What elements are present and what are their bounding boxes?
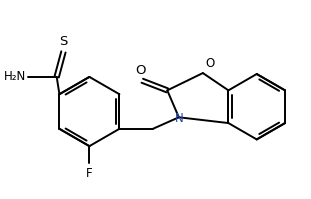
Text: O: O	[135, 64, 146, 77]
Text: O: O	[206, 57, 215, 70]
Text: H₂N: H₂N	[4, 70, 26, 83]
Text: S: S	[59, 35, 67, 48]
Text: N: N	[174, 112, 183, 125]
Text: F: F	[86, 167, 93, 180]
